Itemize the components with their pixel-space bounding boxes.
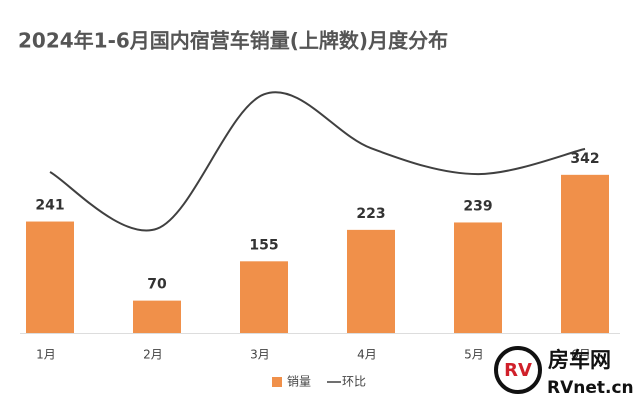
bar	[454, 222, 502, 333]
bar	[240, 261, 288, 333]
line	[49, 91, 586, 232]
site: RVnet.cn	[547, 378, 634, 398]
x-tick-label: 1月	[36, 348, 56, 362]
legend-swatch	[272, 377, 282, 387]
x-tick-label: 4月	[357, 348, 377, 362]
value-label: 70	[147, 277, 167, 293]
legend-label: 环比	[342, 375, 366, 389]
value-label: 239	[463, 198, 492, 214]
value-label: 342	[570, 151, 599, 167]
bar	[26, 221, 74, 333]
x-tick-label: 5月	[464, 348, 484, 362]
x-tick-label: 6月	[571, 348, 591, 362]
brand: 房车网	[548, 348, 611, 372]
legend-label: 销量	[287, 375, 311, 389]
x-tick-label: 3月	[250, 348, 270, 362]
chart-title: 2024年1-6月国内宿营车销量(上牌数)月度分布	[18, 29, 448, 53]
value-label: 223	[356, 206, 385, 222]
logo-text: RV	[504, 360, 532, 381]
logo-ring	[494, 346, 542, 394]
bar	[133, 300, 181, 333]
watermark: RV 房车网 RVnet.cn	[494, 346, 634, 398]
bar	[561, 174, 609, 333]
value-label: 241	[35, 198, 64, 214]
value-label: 155	[249, 237, 278, 253]
bar	[347, 229, 395, 333]
x-tick-label: 2月	[143, 348, 163, 362]
